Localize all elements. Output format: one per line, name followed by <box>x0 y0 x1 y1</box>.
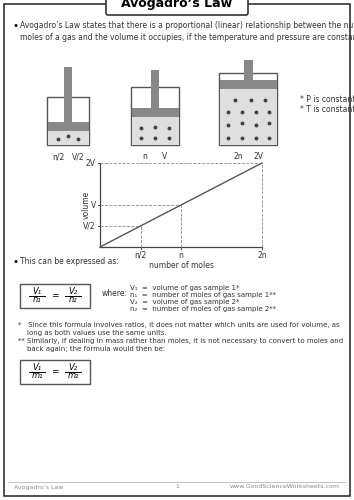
Bar <box>219 80 276 89</box>
Text: www.GoodScienceWorksheets.com: www.GoodScienceWorksheets.com <box>230 484 340 490</box>
Text: V₁: V₁ <box>33 288 41 296</box>
FancyBboxPatch shape <box>106 0 248 15</box>
Text: This can be expressed as:: This can be expressed as: <box>20 257 119 266</box>
Text: =: = <box>51 368 59 376</box>
Text: n₁  =  number of moles of gas sample 1**: n₁ = number of moles of gas sample 1** <box>130 292 276 298</box>
Text: 2n: 2n <box>257 251 267 260</box>
Bar <box>20 284 90 308</box>
Text: n₂  =  number of moles of gas sample 2**: n₂ = number of moles of gas sample 2** <box>130 306 276 312</box>
Text: 2V: 2V <box>253 152 263 161</box>
Bar <box>151 70 159 108</box>
Text: n₁: n₁ <box>33 296 41 304</box>
Text: V₂: V₂ <box>68 288 78 296</box>
Text: Avogadro’s Law: Avogadro’s Law <box>121 0 233 10</box>
Text: n: n <box>143 152 147 161</box>
Text: 2n: 2n <box>233 152 243 161</box>
Bar <box>131 87 179 145</box>
Text: n/2: n/2 <box>135 251 147 260</box>
Text: m₂: m₂ <box>67 372 79 380</box>
Bar <box>47 122 88 131</box>
Bar <box>47 130 88 144</box>
Text: V₁: V₁ <box>33 364 41 372</box>
Text: 1: 1 <box>175 484 179 490</box>
Bar <box>244 60 252 80</box>
Text: V/2: V/2 <box>72 152 84 161</box>
Text: •: • <box>12 21 18 31</box>
Text: V/2: V/2 <box>84 222 96 230</box>
Text: number of moles: number of moles <box>149 261 213 270</box>
Text: n/2: n/2 <box>52 152 64 161</box>
Text: •: • <box>12 257 18 267</box>
Text: V: V <box>91 200 96 209</box>
Text: Avogadro’s Law states that there is a proportional (linear) relationship between: Avogadro’s Law states that there is a pr… <box>20 21 354 42</box>
Bar <box>131 108 178 117</box>
Text: volume: volume <box>81 191 91 219</box>
Text: where:: where: <box>102 290 128 298</box>
Text: V₁  =  volume of gas sample 1*: V₁ = volume of gas sample 1* <box>130 285 239 291</box>
Text: n: n <box>178 251 183 260</box>
Text: * T is constant: * T is constant <box>300 106 354 114</box>
Text: =: = <box>51 292 59 300</box>
Bar <box>64 67 72 122</box>
Text: V: V <box>162 152 168 161</box>
Text: 2V: 2V <box>86 158 96 168</box>
Bar <box>219 73 277 145</box>
Text: Avogadro’s Law: Avogadro’s Law <box>14 484 63 490</box>
Bar <box>131 116 178 144</box>
Bar <box>47 97 89 145</box>
Text: n₂: n₂ <box>69 296 77 304</box>
Text: m₁: m₁ <box>31 372 43 380</box>
Text: * P is constant: * P is constant <box>300 96 354 104</box>
Text: V₂  =  volume of gas sample 2*: V₂ = volume of gas sample 2* <box>130 299 239 305</box>
Text: V₂: V₂ <box>68 364 78 372</box>
Bar <box>20 360 90 384</box>
Text: *   Since this formula involves ratios, it does not matter which units are used : * Since this formula involves ratios, it… <box>18 322 339 336</box>
Text: ** Similarly, if dealing in mass rather than moles, it is not necessary to conve: ** Similarly, if dealing in mass rather … <box>18 338 343 352</box>
Bar <box>219 88 276 144</box>
